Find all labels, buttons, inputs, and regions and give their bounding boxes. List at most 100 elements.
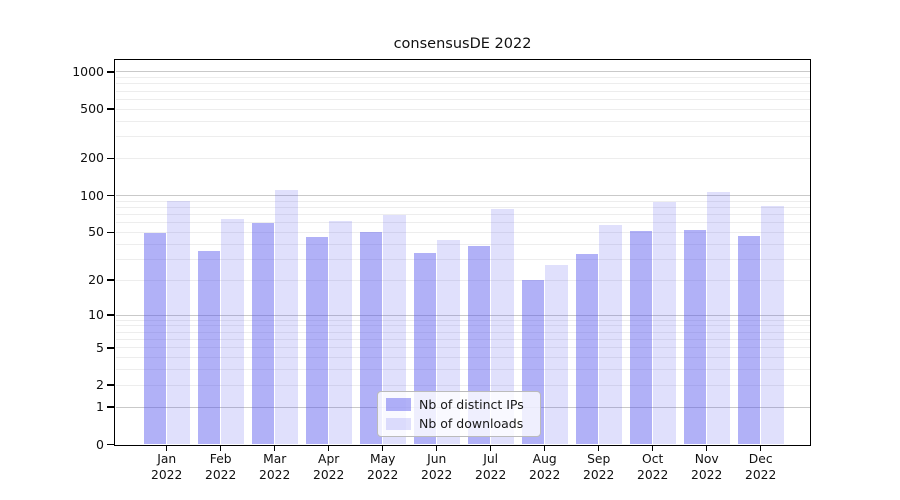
y-tick-200 xyxy=(107,157,115,160)
legend-label-distinct-ips: Nb of distinct IPs xyxy=(419,396,524,412)
y-tick-10 xyxy=(107,314,115,316)
bar-distinct-ips-jan-2022 xyxy=(143,233,167,445)
legend: Nb of distinct IPs Nb of downloads xyxy=(377,391,541,437)
legend-label-downloads: Nb of downloads xyxy=(419,416,524,432)
chart-title: consensusDE 2022 xyxy=(393,36,532,52)
gridline-60 xyxy=(115,222,810,224)
bar-downloads-sep-2022 xyxy=(599,224,622,445)
x-tick-dec-2022 xyxy=(759,446,762,451)
x-tick-jan-2022 xyxy=(165,446,168,451)
y-tick-1000 xyxy=(107,71,115,73)
x-tick-label-jun-2022: Jun 2022 xyxy=(421,452,453,482)
y-tick-1 xyxy=(107,406,115,408)
gridline-7 xyxy=(115,331,810,333)
bar-distinct-ips-dec-2022 xyxy=(737,235,761,445)
y-tick-label-1: 1 xyxy=(96,399,104,415)
gridline-6 xyxy=(115,339,810,341)
gridline-2 xyxy=(115,384,810,386)
x-tick-aug-2022 xyxy=(543,446,546,451)
y-tick-label-10: 10 xyxy=(88,307,104,323)
x-tick-label-may-2022: May 2022 xyxy=(367,452,399,482)
gridline-30 xyxy=(115,258,810,260)
y-tick-label-200: 200 xyxy=(80,150,104,166)
x-tick-label-nov-2022: Nov 2022 xyxy=(691,452,723,482)
y-tick-50 xyxy=(107,231,115,234)
bar-distinct-ips-may-2022 xyxy=(359,232,383,445)
gridline-1000 xyxy=(115,71,810,73)
y-tick-label-1000: 1000 xyxy=(72,63,104,79)
gridline-600 xyxy=(115,98,810,100)
gridline-40 xyxy=(115,243,810,245)
x-tick-jun-2022 xyxy=(435,446,438,451)
legend-item-distinct-ips: Nb of distinct IPs xyxy=(386,396,534,413)
bar-distinct-ips-sep-2022 xyxy=(575,254,599,445)
y-tick-label-20: 20 xyxy=(88,272,104,288)
x-tick-jul-2022 xyxy=(489,446,492,451)
bar-downloads-may-2022 xyxy=(383,214,406,445)
y-tick-label-2: 2 xyxy=(96,377,104,393)
y-tick-0 xyxy=(107,443,115,446)
y-tick-label-5: 5 xyxy=(96,339,104,355)
gridline-8 xyxy=(115,325,810,327)
gridline-500 xyxy=(115,108,810,110)
bar-downloads-mar-2022 xyxy=(275,190,298,445)
bar-distinct-ips-oct-2022 xyxy=(629,231,653,445)
y-tick-label-500: 500 xyxy=(80,101,104,117)
y-tick-5 xyxy=(107,347,115,349)
x-tick-sep-2022 xyxy=(597,446,600,451)
gridline-5 xyxy=(115,347,810,349)
gridline-700 xyxy=(115,90,810,92)
x-tick-oct-2022 xyxy=(651,446,654,451)
y-tick-label-100: 100 xyxy=(80,187,104,203)
y-tick-500 xyxy=(107,108,115,110)
x-tick-label-mar-2022: Mar 2022 xyxy=(259,452,291,482)
gridline-10 xyxy=(115,314,810,316)
bar-downloads-apr-2022 xyxy=(329,221,352,445)
bar-distinct-ips-feb-2022 xyxy=(197,251,221,445)
bar-distinct-ips-mar-2022 xyxy=(251,222,275,445)
bar-distinct-ips-apr-2022 xyxy=(305,236,329,445)
x-tick-may-2022 xyxy=(381,446,384,451)
y-tick-20 xyxy=(107,279,115,282)
x-tick-nov-2022 xyxy=(705,446,708,451)
gridline-800 xyxy=(115,83,810,85)
gridline-70 xyxy=(115,214,810,216)
x-tick-label-feb-2022: Feb 2022 xyxy=(205,452,237,482)
gridline-90 xyxy=(115,200,810,202)
bar-distinct-ips-nov-2022 xyxy=(683,230,707,445)
gridline-100 xyxy=(115,195,810,197)
x-tick-feb-2022 xyxy=(219,446,222,451)
bar-downloads-oct-2022 xyxy=(653,202,676,445)
bar-downloads-aug-2022 xyxy=(545,264,568,445)
x-tick-label-aug-2022: Aug 2022 xyxy=(529,452,561,482)
x-tick-label-jan-2022: Jan 2022 xyxy=(151,452,183,482)
gridline-80 xyxy=(115,206,810,208)
bar-downloads-dec-2022 xyxy=(761,206,784,445)
x-tick-mar-2022 xyxy=(273,446,276,451)
bar-downloads-feb-2022 xyxy=(221,218,244,445)
x-tick-label-jul-2022: Jul 2022 xyxy=(475,452,507,482)
gridline-900 xyxy=(115,77,810,79)
gridline-300 xyxy=(115,136,810,138)
x-tick-label-apr-2022: Apr 2022 xyxy=(313,452,345,482)
gridline-4 xyxy=(115,357,810,359)
legend-swatch-distinct-ips xyxy=(386,398,411,411)
y-tick-100 xyxy=(107,194,115,197)
bar-downloads-jan-2022 xyxy=(167,201,190,445)
gridline-50 xyxy=(115,231,810,233)
x-tick-label-dec-2022: Dec 2022 xyxy=(745,452,777,482)
legend-swatch-downloads xyxy=(386,417,411,430)
gridline-20 xyxy=(115,279,810,281)
y-tick-label-0: 0 xyxy=(96,436,104,452)
gridline-3 xyxy=(115,369,810,371)
gridline-9 xyxy=(115,319,810,321)
x-tick-apr-2022 xyxy=(327,446,330,451)
x-tick-label-sep-2022: Sep 2022 xyxy=(583,452,615,482)
gridline-400 xyxy=(115,120,810,122)
legend-item-downloads: Nb of downloads xyxy=(386,416,534,433)
bar-downloads-nov-2022 xyxy=(707,191,730,445)
y-tick-2 xyxy=(107,384,115,387)
y-tick-label-50: 50 xyxy=(88,224,104,240)
bar-downloads-jul-2022 xyxy=(491,208,514,445)
